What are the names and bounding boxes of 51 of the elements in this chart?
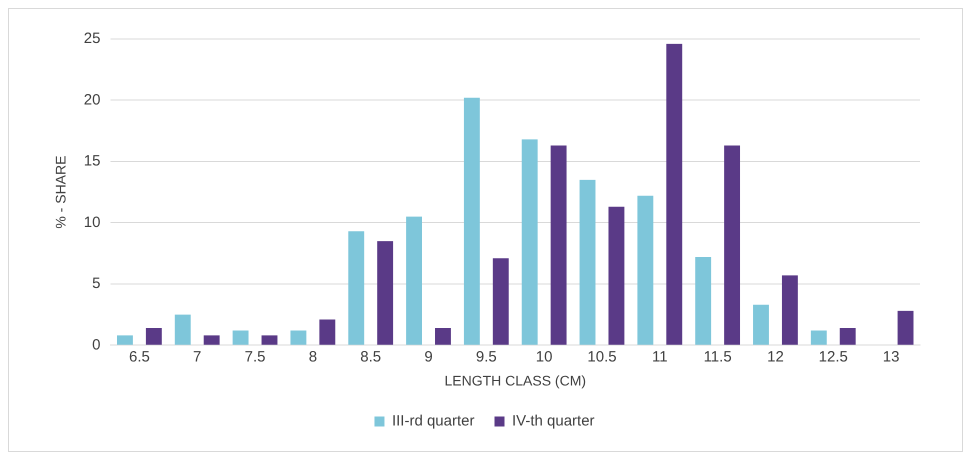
- x-tick-label: 13: [882, 348, 900, 366]
- bar: [348, 231, 364, 345]
- x-tick-label: 11.5: [704, 348, 732, 366]
- bar: [232, 330, 249, 345]
- bar: [174, 314, 191, 345]
- bar: [550, 146, 567, 345]
- y-axis-title: % - SHARE: [52, 156, 68, 229]
- y-tick-label: 5: [92, 275, 100, 292]
- x-tick-label: 6.5: [128, 348, 150, 366]
- bar: [637, 196, 654, 345]
- y-tick-label: 15: [84, 152, 100, 170]
- bar: [724, 146, 740, 345]
- y-tick-label: 20: [84, 91, 100, 108]
- bar: [810, 330, 827, 345]
- bar: [262, 335, 278, 345]
- x-tick-label: 9: [424, 348, 433, 366]
- bar: [377, 241, 394, 345]
- bar: [290, 330, 306, 345]
- legend-label: III-rd quarter: [392, 412, 474, 430]
- bar: [522, 139, 538, 345]
- x-tick-label: 7: [193, 348, 202, 366]
- x-tick-label: 8.5: [360, 348, 382, 366]
- y-tick-label: 0: [92, 336, 100, 354]
- bar: [898, 310, 914, 345]
- bar: [695, 257, 712, 345]
- x-tick-label: 11: [652, 348, 668, 366]
- bar: [492, 258, 509, 345]
- x-tick-label: 9.5: [476, 348, 497, 366]
- bar: [435, 328, 451, 345]
- bar: [666, 44, 682, 345]
- bar: [116, 335, 133, 345]
- bar: [204, 335, 220, 345]
- bar: [840, 328, 856, 345]
- x-tick-label: 10.5: [587, 348, 617, 366]
- bar: [782, 275, 798, 345]
- x-tick-label: 7.5: [244, 348, 266, 366]
- y-tick-label: 25: [84, 30, 100, 48]
- bar: [146, 328, 162, 345]
- bar: [608, 206, 624, 345]
- x-tick-label: 10: [536, 348, 552, 366]
- bar: [464, 98, 480, 345]
- legend-label: IV-th quarter: [512, 412, 595, 430]
- bar: [753, 304, 769, 345]
- x-tick-label: 8: [308, 348, 318, 366]
- x-tick-label: 12.5: [818, 348, 848, 366]
- x-tick-label: 12: [767, 348, 784, 366]
- bar: [319, 319, 336, 345]
- bar: [580, 180, 596, 345]
- x-axis-title: LENGTH CLASS (CM): [444, 372, 586, 388]
- bar: [406, 216, 422, 345]
- y-tick-label: 10: [84, 214, 100, 231]
